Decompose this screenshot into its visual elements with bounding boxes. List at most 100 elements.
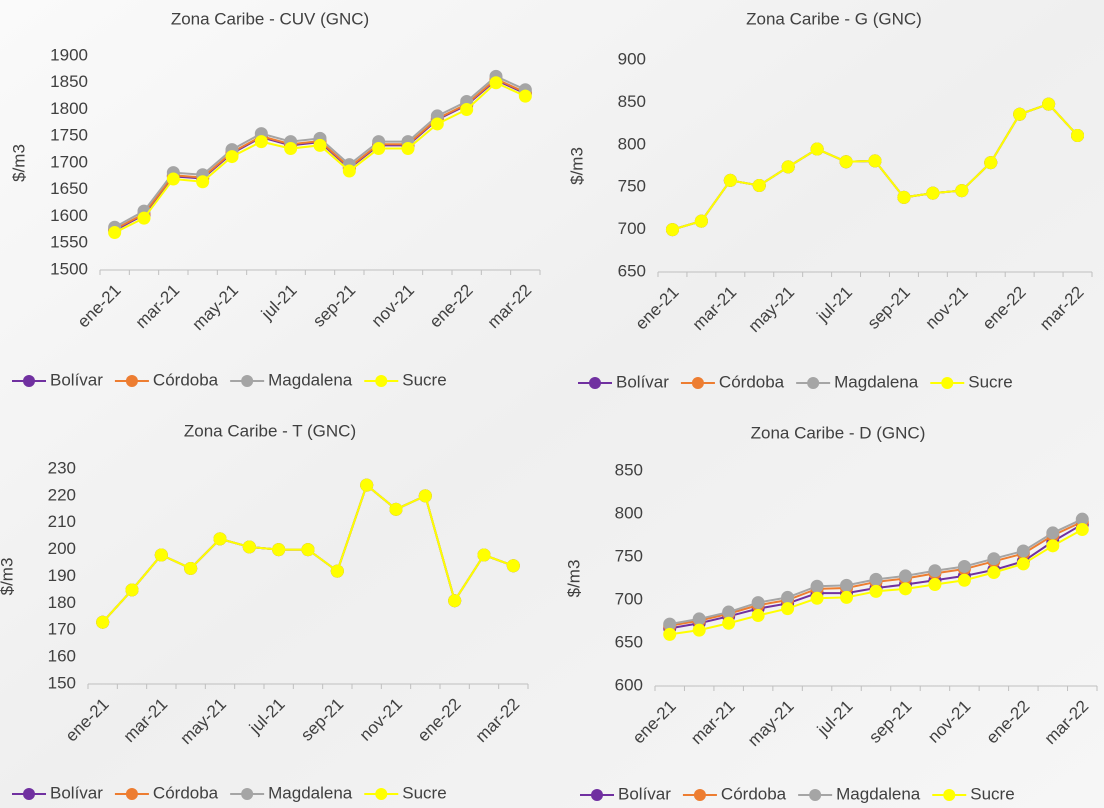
data-point [477,548,491,562]
y-tick-label: 800 [618,134,646,153]
legend-label: Magdalena [836,784,921,803]
data-point [957,559,971,573]
y-tick-label: 150 [48,673,76,692]
y-tick-label: 1750 [50,126,88,145]
data-point [839,155,853,169]
y-tick-label: 1700 [50,152,88,171]
legend-marker [809,789,822,801]
y-axis-label: $/m3 [9,144,28,182]
data-point [898,582,912,596]
data-point [926,186,940,200]
data-point [751,608,765,622]
data-point [957,573,971,587]
legend-marker [589,377,601,389]
y-tick-label: 220 [48,485,76,504]
data-point [518,89,532,103]
y-axis-label: $/m3 [567,147,586,185]
data-point [781,160,795,174]
data-point [840,578,854,592]
legend-marker [375,788,388,800]
y-tick-label: 1550 [50,233,88,252]
y-tick-label: 700 [615,589,643,608]
data-point [96,615,110,629]
data-point [460,103,474,116]
data-point [1075,522,1089,536]
y-tick-label: 850 [615,460,643,479]
data-point [242,540,256,554]
data-point [1016,557,1030,571]
y-tick-label: 210 [48,512,76,531]
legend-marker [125,375,138,387]
data-point [897,190,911,204]
data-point [313,138,327,152]
y-axis-label: $/m3 [0,558,16,596]
y-tick-label: 1600 [50,206,88,225]
legend-marker [375,375,388,387]
legend-label: Sucre [970,784,1014,803]
data-point [284,142,298,156]
y-tick-label: 190 [48,566,76,585]
data-point [154,548,168,562]
data-point [810,142,824,156]
data-point [663,627,677,641]
data-point [810,579,824,593]
legend-label: Sucre [968,372,1012,391]
data-point [184,561,198,575]
data-point [928,578,942,592]
legend-marker [807,377,820,389]
data-point [372,142,386,156]
legend-label: Bolívar [618,784,671,803]
data-point [987,552,1001,566]
legend-label: Córdoba [153,783,219,802]
data-point [987,565,1001,579]
data-point [506,559,520,573]
data-point [1042,97,1056,111]
y-tick-label: 1800 [50,99,88,118]
y-tick-label: 1650 [50,179,88,198]
data-point [722,616,736,630]
data-point [301,543,315,557]
y-tick-label: 1850 [50,72,88,91]
data-point [213,532,227,546]
data-point [1016,544,1030,558]
data-point [869,572,883,586]
data-point [489,76,503,90]
data-point [868,154,882,168]
y-tick-label: 1900 [50,45,88,64]
y-tick-label: 750 [615,546,643,565]
legend-marker [693,789,706,801]
data-point [869,584,883,598]
y-tick-label: 1500 [50,259,88,278]
data-point [692,612,706,626]
y-tick-label: 170 [48,620,76,639]
chart-title: Zona Caribe - CUV (GNC) [171,9,369,28]
data-point [108,226,122,240]
y-tick-label: 180 [48,593,76,612]
data-point [137,211,151,225]
data-point [1071,128,1085,142]
data-point [1013,107,1027,121]
y-tick-label: 750 [618,177,646,196]
legend-label: Bolívar [50,783,103,802]
y-axis-label: $/m3 [564,560,583,598]
data-point [928,564,942,578]
chart-title: Zona Caribe - D (GNC) [751,423,926,442]
data-point [330,564,344,578]
y-tick-label: 850 [618,92,646,111]
legend-label: Córdoba [719,372,785,391]
legend-label: Córdoba [153,370,219,389]
data-point [810,591,824,605]
y-tick-label: 900 [618,49,646,68]
legend-marker [125,788,138,800]
legend-label: Córdoba [721,784,787,803]
data-point [751,596,765,610]
data-point [840,590,854,604]
data-point [125,583,139,597]
data-point [448,594,462,608]
chart-title: Zona Caribe - T (GNC) [184,421,356,440]
data-point [984,156,998,170]
data-point [360,478,374,492]
data-point [401,142,415,156]
legend-label: Magdalena [834,372,919,391]
